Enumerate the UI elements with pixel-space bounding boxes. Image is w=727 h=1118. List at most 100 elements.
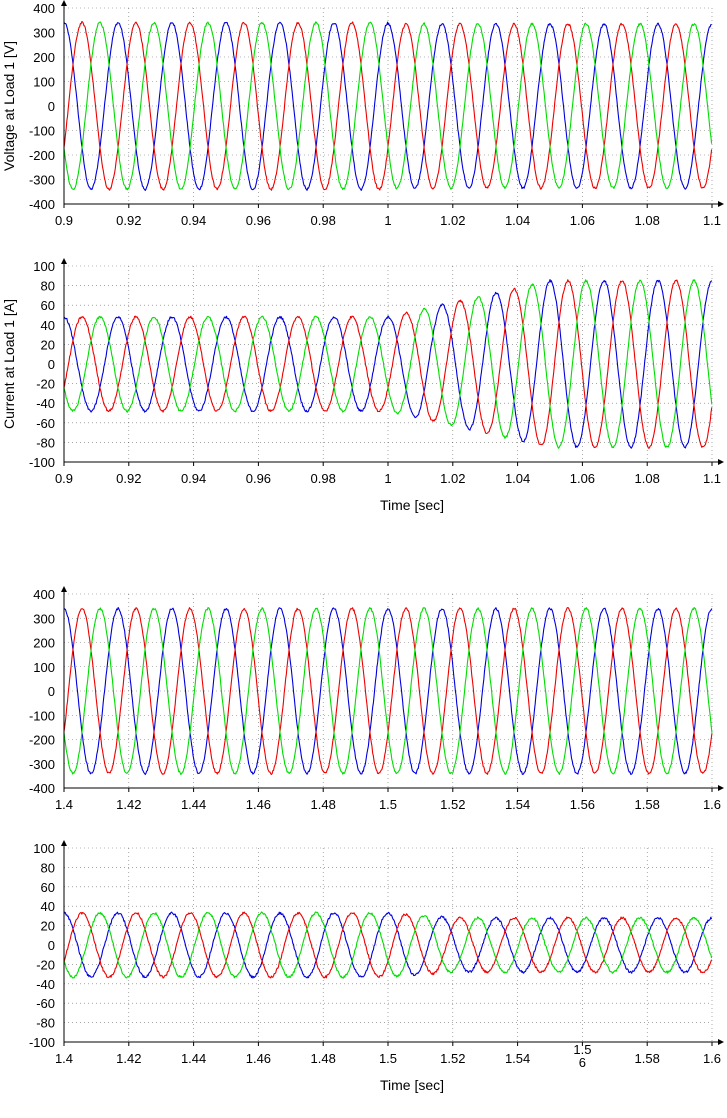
x-axis-arrow-icon — [718, 459, 724, 465]
y-axis-arrow-icon — [61, 586, 67, 592]
x-tick-label: 1.54 — [505, 797, 530, 812]
current-load1-upper-axes: 0.9 0.92 0.94 0.96 0.98 1 1.02 1.04 1.06 1.08 1.1 -… — [1, 258, 724, 513]
x-tick-label: 1.1 — [703, 471, 721, 486]
x-tick-label: 1.46 — [246, 1051, 271, 1066]
voltage-load1-lower-series-1 — [63, 606, 713, 776]
x-tick-label: 1.4 — [55, 797, 73, 812]
y-tick-label: 0 — [48, 938, 55, 953]
x-tick-label: 1.42 — [116, 1051, 141, 1066]
y-tick-label: 40 — [41, 318, 55, 333]
x-tick-label: 1.42 — [116, 797, 141, 812]
y-tick-label: -60 — [36, 996, 55, 1011]
x-tick-label: 0.98 — [311, 471, 336, 486]
y-tick-label: 80 — [41, 860, 55, 875]
y-tick-label: -40 — [36, 977, 55, 992]
y-tick-label: -100 — [29, 1035, 55, 1050]
x-tick-label: 1.56 — [570, 797, 595, 812]
y-tick-label: 20 — [41, 919, 55, 934]
y-tick-label: 0 — [48, 99, 55, 114]
x-tick-label: 0.98 — [311, 213, 336, 228]
x-tick-label: 1.4 — [55, 1051, 73, 1066]
current-load1-upper-series-1 — [63, 279, 713, 449]
voltage-load1-upper-chart: 0.9 0.92 0.94 0.96 0.98 1 1.02 1.04 1.06 1.08 1.1 -… — [1, 0, 724, 228]
y-axis-title: Voltage at Load 1 [V] — [1, 41, 17, 171]
current-load1-upper-chart: 0.9 0.92 0.94 0.96 0.98 1 1.02 1.04 1.06 1.08 1.1 -… — [1, 258, 724, 513]
y-tick-label: 400 — [33, 587, 55, 602]
y-tick-label: -60 — [36, 416, 55, 431]
voltage-load1-lower-axes: 1.4 1.42 1.44 1.46 1.48 1.5 1.52 1.54 1.56 1.58 1.… — [29, 586, 724, 812]
y-tick-label: 300 — [33, 26, 55, 41]
y-tick-label: 0 — [48, 684, 55, 699]
voltage-load1-upper-series-1 — [63, 21, 712, 191]
y-axis-arrow-icon — [61, 0, 67, 6]
y-tick-label: 300 — [33, 611, 55, 626]
x-tick-label: 1.08 — [635, 471, 660, 486]
x-tick-label: 1.46 — [246, 797, 271, 812]
x-tick-label: 0.92 — [116, 471, 141, 486]
x-tick-label: 1.44 — [181, 1051, 206, 1066]
x-tick-label: 1.02 — [440, 471, 465, 486]
x-tick-label: 1.1 — [703, 213, 721, 228]
y-tick-label: -400 — [29, 781, 55, 796]
y-tick-label: 0 — [48, 357, 55, 372]
x-axis-arrow-icon — [718, 785, 724, 791]
x-tick-label: 1.04 — [505, 213, 530, 228]
x-tick-label: 0.96 — [246, 213, 271, 228]
y-tick-label: -100 — [29, 455, 55, 470]
y-tick-label: 200 — [33, 636, 55, 651]
y-tick-label: 200 — [33, 50, 55, 65]
y-tick-label: 80 — [41, 279, 55, 294]
x-tick-label: 1.48 — [311, 1051, 336, 1066]
x-tick-label: 1.48 — [311, 797, 336, 812]
x-tick-label: 0.94 — [181, 471, 206, 486]
x-axis-arrow-icon — [718, 201, 724, 207]
y-tick-label: 100 — [33, 75, 55, 90]
x-tick-label: 1.58 — [635, 797, 660, 812]
x-tick-label: 1 — [384, 213, 391, 228]
y-tick-label: 100 — [33, 841, 55, 856]
y-tick-label: -40 — [36, 396, 55, 411]
y-tick-label: 20 — [41, 337, 55, 352]
y-tick-label: 100 — [33, 660, 55, 675]
y-tick-label: -80 — [36, 435, 55, 450]
y-tick-label: -200 — [29, 733, 55, 748]
voltage-load1-upper-axes: 0.9 0.92 0.94 0.96 0.98 1 1.02 1.04 1.06 1.08 1.1 -… — [1, 0, 724, 228]
y-tick-label: 40 — [41, 899, 55, 914]
x-tick-label: 0.94 — [181, 213, 206, 228]
x-tick-label: 1.44 — [181, 797, 206, 812]
voltage-load1-upper-series-3 — [63, 21, 713, 191]
current-load1-lower-chart: 1.4 1.42 1.44 1.46 1.48 1.5 1.52 1.54 1.5 6 1.58 1.… — [29, 840, 724, 1093]
y-tick-label: 400 — [33, 1, 55, 16]
y-tick-label: 60 — [41, 298, 55, 313]
y-axis-arrow-icon — [61, 840, 67, 846]
x-tick-label: 0.92 — [116, 213, 141, 228]
y-axis-arrow-icon — [61, 258, 67, 264]
x-tick-label: 1.52 — [440, 797, 465, 812]
x-tick-label: 1 — [384, 471, 391, 486]
x-tick-label: 1.06 — [570, 471, 595, 486]
current-load1-lower-axes: 1.4 1.42 1.44 1.46 1.48 1.5 1.52 1.54 1.5 6 1.58 1.… — [29, 840, 724, 1093]
x-tick-label: 0.96 — [246, 471, 271, 486]
voltage-load1-lower-chart: 1.4 1.42 1.44 1.46 1.48 1.5 1.52 1.54 1.56 1.58 1.… — [29, 586, 724, 812]
current-load1-upper-series-3 — [63, 279, 713, 449]
y-tick-label: -200 — [29, 148, 55, 163]
x-tick-label: 1.04 — [505, 471, 530, 486]
y-tick-label: -20 — [36, 377, 55, 392]
x-tick-label: 1.54 — [505, 1051, 530, 1066]
x-tick-label: 1.5 — [379, 797, 397, 812]
y-tick-label: 60 — [41, 880, 55, 895]
x-tick-label: 1.02 — [440, 213, 465, 228]
current-load1-lower-series-3 — [63, 911, 713, 979]
x-tick-label: 1.5 — [379, 1051, 397, 1066]
y-tick-label: -100 — [29, 708, 55, 723]
x-tick-label: 1.06 — [570, 213, 595, 228]
x-tick-label: 0.9 — [55, 213, 73, 228]
y-tick-label: -400 — [29, 197, 55, 212]
y-tick-label: -80 — [36, 1016, 55, 1031]
x-tick-label: 0.9 — [55, 471, 73, 486]
x-tick-label: 1.58 — [635, 1051, 660, 1066]
x-axis-title: Time [sec] — [380, 497, 444, 513]
x-axis-arrow-icon — [718, 1039, 724, 1045]
